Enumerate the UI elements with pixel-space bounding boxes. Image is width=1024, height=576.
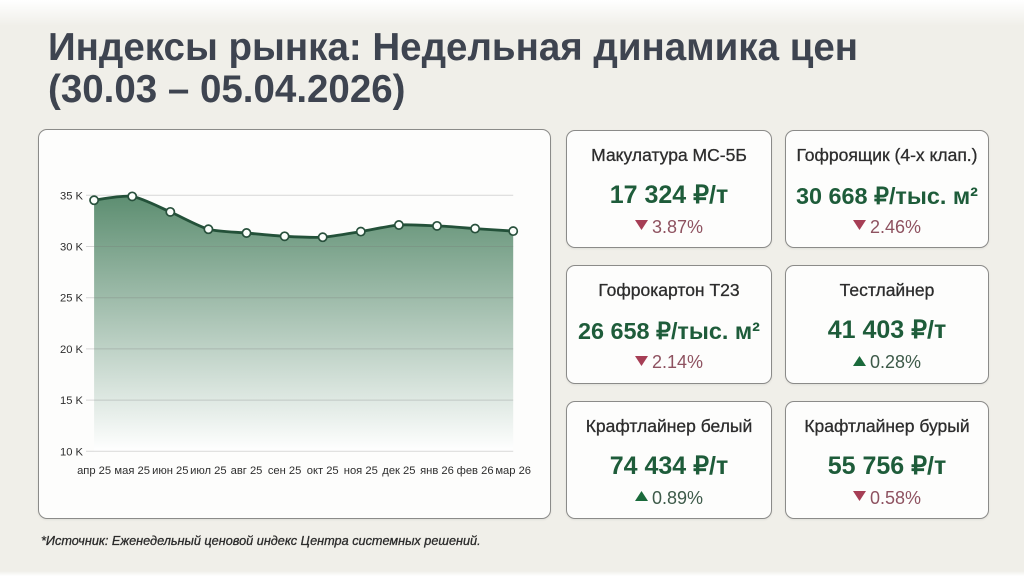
svg-text:окт 25: окт 25 — [307, 465, 339, 477]
svg-text:апр 25: апр 25 — [77, 465, 111, 477]
svg-text:июл 25: июл 25 — [190, 465, 226, 477]
svg-text:авг 25: авг 25 — [231, 465, 263, 477]
svg-text:30 K: 30 K — [60, 242, 84, 254]
svg-text:июн 25: июн 25 — [152, 465, 188, 477]
svg-text:мая 25: мая 25 — [114, 465, 150, 477]
svg-text:фев 26: фев 26 — [457, 465, 494, 477]
svg-text:мар 26: мар 26 — [495, 465, 531, 477]
svg-text:дек 25: дек 25 — [382, 465, 415, 477]
svg-text:ноя 25: ноя 25 — [344, 465, 378, 477]
svg-text:25 K: 25 K — [60, 293, 84, 305]
svg-text:20 K: 20 K — [60, 344, 84, 356]
svg-text:сен 25: сен 25 — [268, 465, 302, 477]
svg-text:35 K: 35 K — [60, 190, 84, 202]
svg-text:янв 26: янв 26 — [420, 465, 454, 477]
svg-text:15 K: 15 K — [60, 395, 84, 407]
svg-text:10 K: 10 K — [60, 446, 84, 458]
